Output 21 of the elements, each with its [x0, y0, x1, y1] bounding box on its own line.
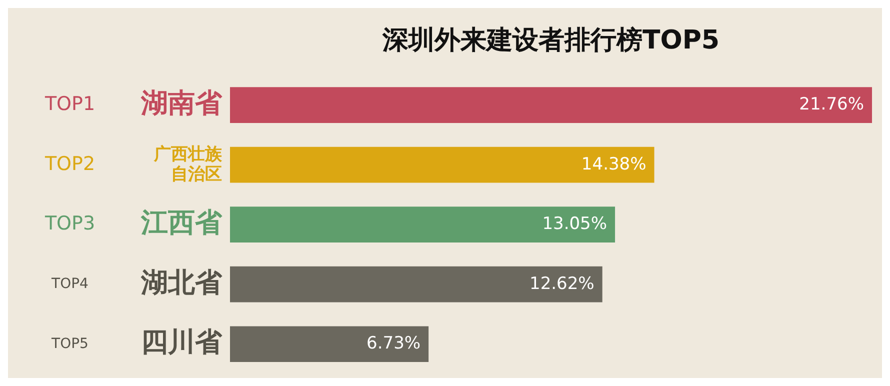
data-label: 13.05% [542, 214, 608, 234]
bar [230, 266, 602, 302]
text: TOP3 [44, 212, 96, 235]
bar [230, 146, 654, 183]
text: TOP1 [44, 93, 96, 116]
chart-title: 深圳外来建设者排行榜TOP5 [382, 25, 720, 56]
y-tick-label: 湖南省 [140, 88, 223, 120]
data-label: 6.73% [366, 334, 421, 354]
y-tick-label: 广西壮族自治区 [153, 144, 223, 184]
text: TOP5 [50, 336, 88, 352]
data-label: 12.62% [530, 274, 594, 294]
bar [230, 326, 429, 362]
text: TOP4 [50, 276, 89, 292]
bar [230, 206, 616, 243]
bar [230, 87, 872, 124]
y-tick-label: 四川省 [141, 327, 223, 358]
y-tick-label: 江西省 [140, 208, 223, 239]
data-label: 14.38% [581, 154, 646, 174]
data-label: 21.76% [799, 94, 864, 114]
y-tick-label: 湖北省 [140, 267, 223, 298]
text: TOP2 [44, 152, 96, 175]
